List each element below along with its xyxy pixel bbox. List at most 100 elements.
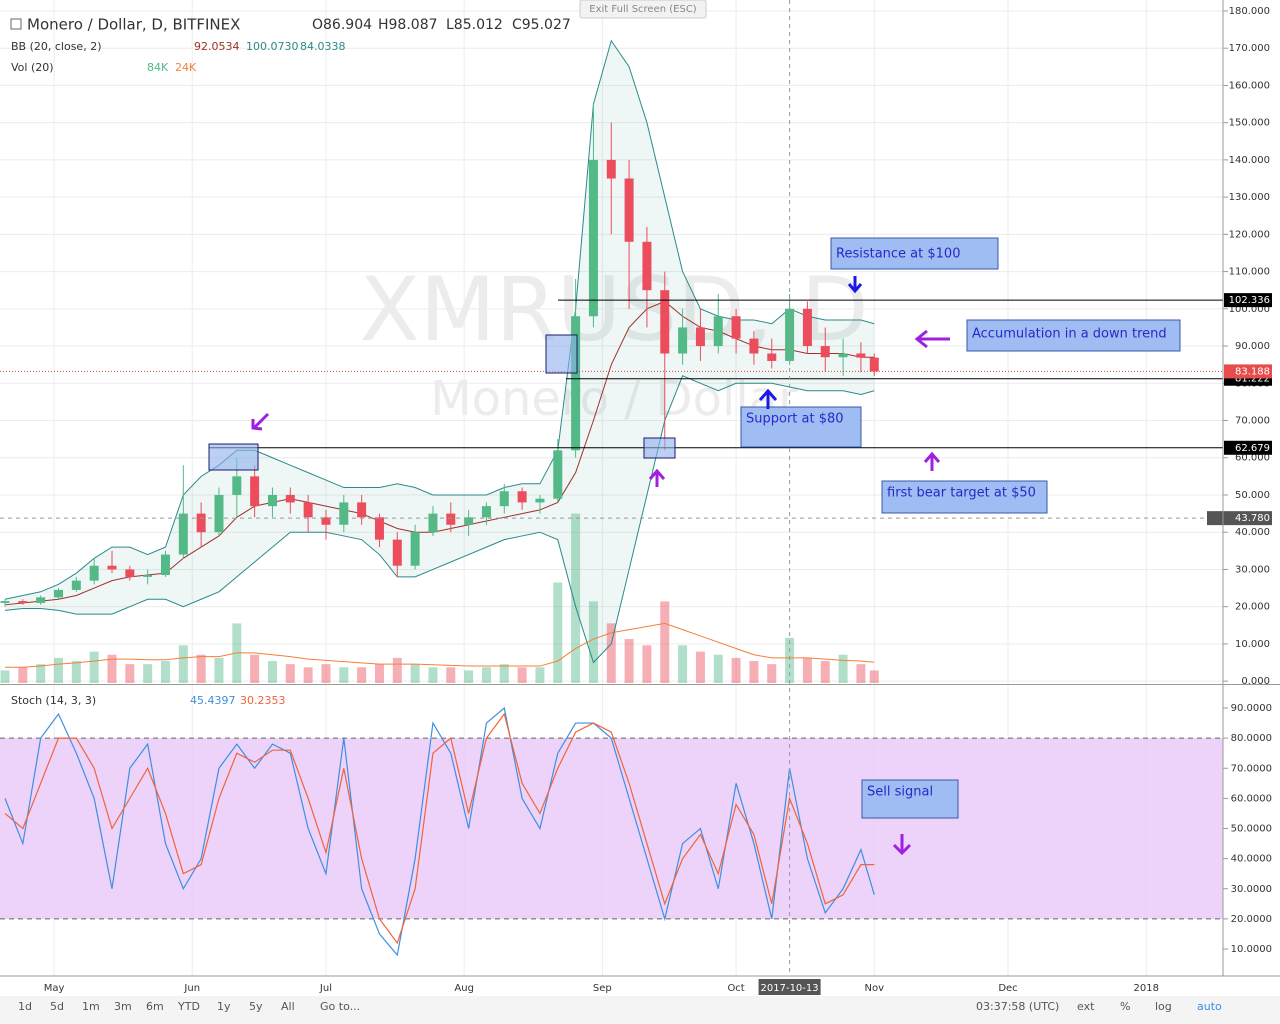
ohlc-value: H98.087: [378, 17, 438, 33]
candle-body: [357, 502, 367, 518]
range-button[interactable]: YTD: [177, 1000, 200, 1013]
vol-legend: Vol (20): [11, 61, 54, 74]
range-button[interactable]: 3m: [114, 1000, 132, 1013]
x-tick-label: Aug: [454, 983, 474, 994]
volume-bar: [428, 667, 438, 683]
candle-body: [392, 539, 402, 566]
volume-bar: [869, 670, 879, 683]
volume-bar: [0, 670, 10, 683]
volume-bar: [731, 657, 741, 683]
range-button[interactable]: 6m: [146, 1000, 164, 1013]
candle-body: [856, 353, 866, 358]
candle-body: [178, 513, 188, 555]
candle-body: [785, 308, 795, 361]
volume-bar: [71, 661, 81, 683]
level-label-bg: [1224, 440, 1272, 455]
candle-body: [464, 517, 474, 525]
candle-body: [18, 601, 28, 603]
highlight-box: [643, 437, 676, 459]
candle-body: [695, 327, 705, 347]
annotation-box: [861, 779, 959, 819]
candle-body: [571, 316, 581, 451]
range-button[interactable]: 5d: [50, 1000, 64, 1013]
front-layer: 0.000 10.000 20.000 30.000 40.000 50.000 60.00…: [0, 0, 1272, 995]
volume-bar: [535, 667, 545, 683]
range-button[interactable]: 5y: [249, 1000, 263, 1013]
banner-bg[interactable]: [579, 0, 707, 19]
clock: 03:37:58 (UTC): [976, 1000, 1059, 1013]
stoch-band: [0, 738, 1223, 919]
annotation-text: Accumulation in a down trend: [972, 327, 1167, 342]
y-tick-label: 30.000: [1235, 564, 1270, 575]
volume-bar: [392, 657, 402, 683]
volume-bar: [374, 664, 384, 683]
candle-body: [428, 513, 438, 533]
y-tick-label: 60.000: [1235, 453, 1270, 464]
candle-body: [53, 589, 63, 598]
volume-bar: [660, 601, 670, 683]
volume-bar: [196, 654, 206, 683]
y-tick-label: 110.000: [1229, 267, 1270, 278]
volume-bar: [642, 645, 652, 683]
stoch-line: [4, 706, 875, 957]
volume-bar: [802, 657, 812, 683]
volume-bar: [160, 661, 170, 683]
candle-body: [446, 513, 456, 525]
bb-lower: [4, 375, 875, 664]
volume-bar: [18, 667, 28, 683]
range-button[interactable]: 1d: [18, 1000, 32, 1013]
volume-bar: [143, 664, 153, 683]
range-button[interactable]: 1y: [217, 1000, 231, 1013]
candle-body: [606, 159, 616, 179]
x-tick-label: Sep: [593, 983, 612, 994]
collapse-icon[interactable]: [10, 18, 22, 30]
candle-body: [553, 450, 563, 499]
x-tick-label: Nov: [865, 983, 885, 994]
candle-body: [160, 554, 170, 576]
volume-bar: [267, 661, 277, 683]
range-button[interactable]: All: [281, 1000, 295, 1013]
y-tick-label: 0.000: [1241, 676, 1270, 687]
y-tick-label: 90.000: [1235, 341, 1270, 352]
x-tick-label: Dec: [998, 983, 1017, 994]
range-button[interactable]: 1m: [82, 1000, 100, 1013]
arrow-down: [892, 834, 912, 856]
ohlc-value: L85.012: [446, 17, 503, 33]
option-button[interactable]: auto: [1197, 1000, 1222, 1013]
volume-bar: [624, 639, 634, 683]
annotation-text: Resistance at $100: [836, 247, 960, 262]
annotation-box: [966, 319, 1181, 352]
exit-fullscreen[interactable]: Exit Full Screen (ESC): [589, 4, 697, 15]
volume-bar: [588, 601, 598, 683]
volume-bar: [695, 651, 705, 683]
volume-bar: [749, 661, 759, 683]
arrow-up: [923, 451, 941, 471]
y-tick-label: 20.000: [1235, 602, 1270, 613]
crosshair-x-label: 2017-10-13: [761, 983, 819, 994]
volume-bar: [321, 664, 331, 683]
volume-ma: [5, 622, 875, 668]
arrow-up: [648, 468, 666, 487]
y-tick-label: 30.0000: [1231, 884, 1272, 895]
option-button[interactable]: ext: [1077, 1000, 1095, 1013]
candle-body: [0, 601, 10, 603]
option-button[interactable]: %: [1120, 1000, 1130, 1013]
candle-body: [267, 494, 277, 507]
goto-button[interactable]: Go to...: [320, 1000, 360, 1013]
y-tick-label: 140.000: [1229, 155, 1270, 166]
y-tick-label: 70.0000: [1231, 763, 1272, 774]
candle-body: [820, 346, 830, 358]
candle-body: [250, 476, 260, 507]
volume-bar: [107, 654, 117, 683]
vol-value: 24K: [175, 61, 197, 74]
volume-bar: [464, 670, 474, 683]
candle-body: [89, 565, 99, 581]
y-tick-label: 120.000: [1229, 229, 1270, 240]
y-tick-label: 130.000: [1229, 192, 1270, 203]
option-button[interactable]: log: [1155, 1000, 1172, 1013]
candle-body: [713, 316, 723, 347]
watermark-name: Monero / Dollar: [430, 371, 798, 427]
y-tick-label: 10.0000: [1231, 944, 1272, 955]
highlight-box: [545, 334, 578, 374]
